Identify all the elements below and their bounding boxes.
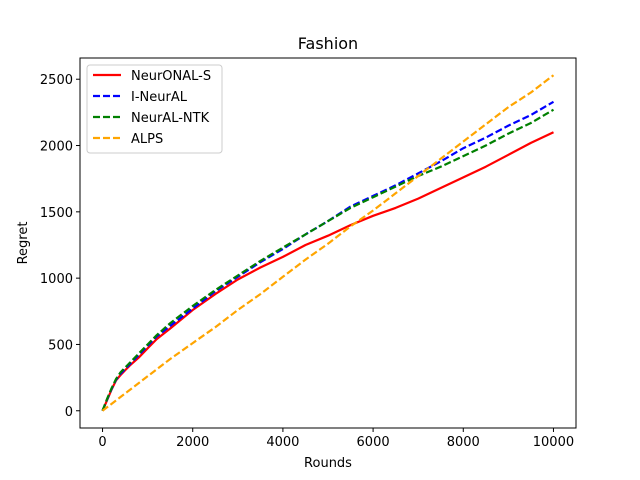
y-axis-title: Regret bbox=[16, 222, 31, 265]
x-tick-label: 10000 bbox=[533, 435, 574, 450]
x-tick-label: 6000 bbox=[357, 435, 390, 450]
legend-label: ALPS bbox=[131, 132, 163, 147]
series-line-neural-ntk bbox=[101, 108, 555, 412]
legend-box bbox=[86, 64, 223, 154]
x-tick-label: 2000 bbox=[176, 435, 209, 450]
x-tick-label: 8000 bbox=[447, 435, 480, 450]
x-tick-label: 0 bbox=[98, 435, 106, 450]
y-tick-label: 1500 bbox=[40, 206, 73, 221]
x-axis-title: Rounds bbox=[304, 456, 352, 471]
plot-frame bbox=[79, 57, 577, 429]
x-tick-label: 4000 bbox=[266, 435, 299, 450]
legend-label: NeurAL-NTK bbox=[131, 111, 210, 126]
y-tick-label: 1000 bbox=[40, 272, 73, 287]
series-layer bbox=[101, 74, 555, 412]
legend-label: I-NeurAL bbox=[131, 90, 188, 105]
y-axis: 0 500 1000 1500 2000 2500 bbox=[40, 73, 80, 420]
legend: NeurONAL-S I-NeurAL NeurAL-NTK ALPS bbox=[86, 64, 223, 154]
y-tick-label: 2000 bbox=[40, 140, 73, 155]
legend-label: NeurONAL-S bbox=[131, 69, 211, 84]
chart-title: Fashion bbox=[298, 34, 358, 53]
series-line-alps bbox=[101, 74, 555, 412]
y-tick-label: 500 bbox=[48, 338, 73, 353]
y-tick-label: 0 bbox=[65, 405, 73, 420]
x-axis: 0 2000 4000 6000 8000 10000 bbox=[98, 428, 574, 450]
y-tick-label: 2500 bbox=[40, 73, 73, 88]
